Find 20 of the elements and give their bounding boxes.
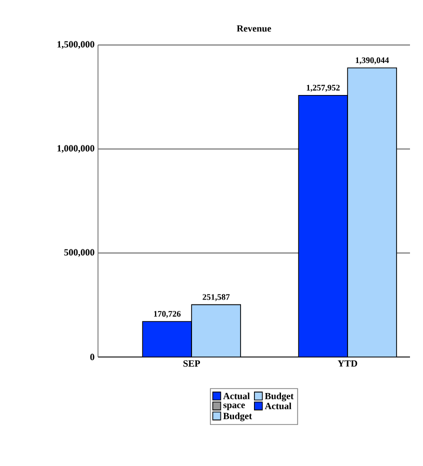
y-tick-label: 1,500,000: [58, 41, 94, 49]
y-tick-label: 0: [90, 354, 94, 360]
legend-label: Actual: [223, 392, 250, 400]
bar: [142, 321, 192, 357]
legend-label: space: [223, 404, 245, 410]
data-label: 1,257,952: [306, 84, 340, 92]
data-label: 170,726: [154, 311, 181, 318]
x-tick-label: SEP: [183, 360, 200, 367]
data-label: 1,390,044: [356, 57, 389, 64]
legend-label: Budget: [264, 392, 294, 402]
bar: [298, 94, 348, 357]
x-tick-label: YTD: [338, 360, 358, 367]
legend-label: Actual: [264, 402, 292, 410]
y-tick-label: 1,000,000: [58, 145, 94, 153]
bar: [347, 67, 397, 357]
y-tick-label: 500,000: [64, 249, 94, 257]
legend-label: Budget: [223, 412, 252, 422]
bar: [192, 304, 241, 357]
chart-title: Revenue: [236, 25, 272, 32]
data-label: 251,587: [202, 294, 230, 302]
